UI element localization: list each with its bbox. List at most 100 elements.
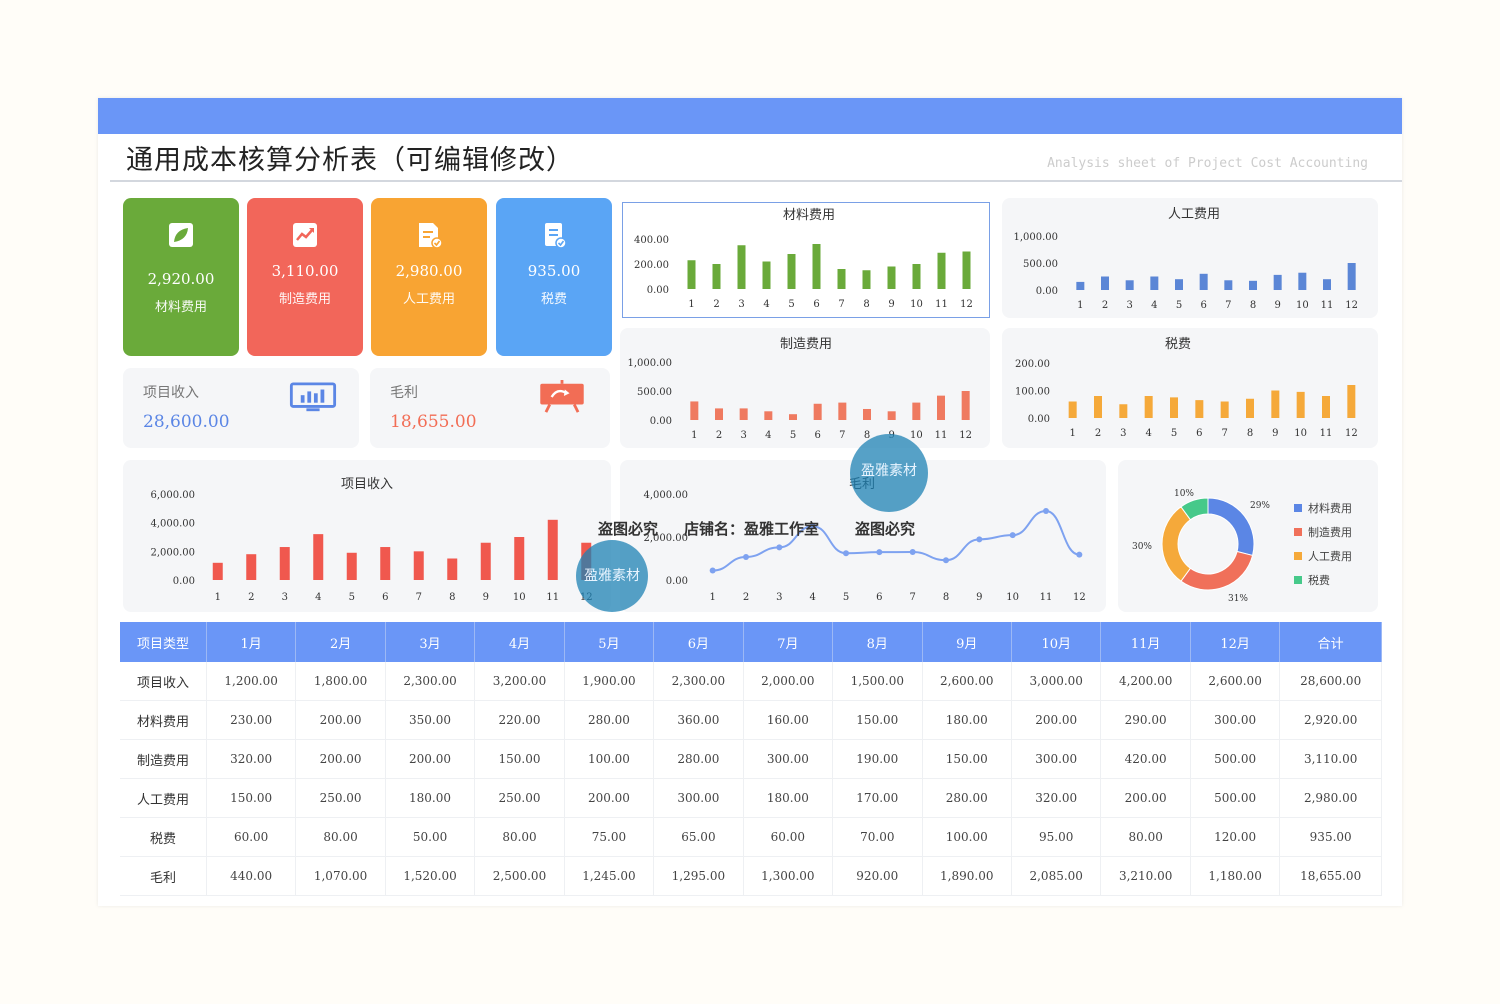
bar bbox=[961, 391, 970, 420]
table-row: 项目收入 1,200.00 1,800.00 2,300.00 3,200.00 1,90… bbox=[120, 662, 1382, 701]
bar bbox=[1076, 281, 1085, 290]
value-cell: 1,300.00 bbox=[743, 856, 834, 896]
value-cell: 4,200.00 bbox=[1100, 662, 1191, 701]
x-tick-label: 12 bbox=[1073, 592, 1086, 603]
value-cell: 300.00 bbox=[1011, 739, 1102, 779]
value-cell: 320.00 bbox=[206, 739, 297, 779]
value-cell: 95.00 bbox=[1011, 817, 1102, 857]
value-cell: 28,600.00 bbox=[1279, 662, 1382, 701]
data-point bbox=[709, 567, 716, 574]
legend-label: 制造费用 bbox=[1308, 525, 1352, 539]
value-cell: 1,500.00 bbox=[832, 662, 923, 701]
bar bbox=[1224, 280, 1233, 290]
value-cell: 150.00 bbox=[474, 739, 565, 779]
card-value: 935.00 bbox=[527, 262, 581, 280]
x-tick-label: 4 bbox=[809, 592, 815, 603]
x-tick-label: 2 bbox=[248, 592, 254, 603]
bar bbox=[762, 261, 771, 289]
column-header: 1月 bbox=[206, 622, 297, 662]
value-cell: 1,900.00 bbox=[564, 662, 655, 701]
x-tick-label: 2 bbox=[713, 299, 719, 310]
bar bbox=[1271, 390, 1280, 418]
pie-slice bbox=[1207, 497, 1255, 557]
x-tick-label: 7 bbox=[416, 592, 422, 603]
data-point bbox=[843, 550, 849, 557]
x-tick-label: 2 bbox=[716, 430, 722, 441]
monthly-data-table: 项目类型 1月 2月 3月 4月 5月 6月 7月 8月 9月 10月 11月 12月 合计 项目收入 1,… bbox=[120, 622, 1382, 896]
row-label-cell: 制造费用 bbox=[120, 739, 207, 779]
bar bbox=[862, 270, 871, 289]
card-tax: 935.00 税费 bbox=[496, 198, 612, 356]
row-label-cell: 毛利 bbox=[120, 856, 207, 896]
bar bbox=[1119, 404, 1128, 418]
value-cell: 1,890.00 bbox=[922, 856, 1012, 896]
chart-title: 制造费用 bbox=[780, 337, 832, 352]
value-cell: 360.00 bbox=[653, 700, 744, 740]
x-tick-label: 12 bbox=[959, 430, 972, 441]
column-header: 9月 bbox=[922, 622, 1012, 662]
watermark-notice: 盗图必究 bbox=[598, 520, 659, 538]
value-cell: 65.00 bbox=[653, 817, 744, 857]
slice-value-label: 30% bbox=[1132, 542, 1152, 552]
x-tick-label: 1 bbox=[709, 592, 715, 603]
value-cell: 1,295.00 bbox=[653, 856, 744, 896]
x-tick-label: 3 bbox=[738, 299, 744, 310]
value-cell: 150.00 bbox=[832, 700, 923, 740]
value-cell: 1,245.00 bbox=[564, 856, 655, 896]
value-cell: 200.00 bbox=[295, 700, 386, 740]
x-tick-label: 12 bbox=[960, 299, 973, 310]
chart-title: 人工费用 bbox=[1168, 207, 1220, 222]
y-tick-label: 4,000.00 bbox=[643, 490, 688, 501]
value-cell: 280.00 bbox=[564, 700, 655, 740]
watermark-seal: 盈雅素材 bbox=[850, 434, 928, 512]
column-header: 项目类型 bbox=[120, 622, 207, 662]
bar bbox=[937, 252, 946, 289]
legend-swatch bbox=[1294, 504, 1302, 512]
x-tick-label: 11 bbox=[935, 299, 948, 310]
value-cell: 935.00 bbox=[1279, 817, 1382, 857]
x-tick-label: 5 bbox=[1171, 428, 1177, 439]
x-tick-label: 11 bbox=[1320, 428, 1333, 439]
card-value: 3,110.00 bbox=[271, 262, 339, 280]
value-cell: 150.00 bbox=[922, 739, 1012, 779]
x-tick-label: 4 bbox=[1151, 300, 1157, 311]
value-cell: 50.00 bbox=[385, 817, 476, 857]
bar bbox=[514, 537, 525, 580]
value-cell: 230.00 bbox=[206, 700, 297, 740]
bar bbox=[764, 411, 773, 420]
dashboard-sheet: 通用成本核算分析表（可编辑修改） Analysis sheet of Proje… bbox=[98, 98, 1402, 906]
value-cell: 200.00 bbox=[1100, 778, 1191, 818]
bar bbox=[737, 245, 746, 289]
invoice-icon bbox=[545, 223, 567, 249]
pie-slice bbox=[1161, 506, 1192, 582]
presentation-board-icon bbox=[540, 380, 584, 413]
column-header: 7月 bbox=[743, 622, 834, 662]
x-tick-label: 12 bbox=[1345, 300, 1358, 311]
bar bbox=[1175, 279, 1183, 290]
bar bbox=[1101, 276, 1109, 290]
y-tick-label: 2,000.00 bbox=[643, 533, 688, 544]
bar bbox=[739, 408, 748, 420]
row-label-cell: 税费 bbox=[120, 817, 207, 857]
bar bbox=[1199, 273, 1208, 290]
y-tick-label: 200.00 bbox=[1015, 359, 1050, 370]
icon-shape bbox=[174, 228, 188, 242]
x-tick-label: 6 bbox=[814, 430, 820, 441]
y-tick-label: 0.00 bbox=[1028, 414, 1050, 425]
x-tick-label: 3 bbox=[1120, 428, 1126, 439]
bar bbox=[887, 266, 896, 289]
x-tick-label: 10 bbox=[1006, 592, 1019, 603]
value-cell: 290.00 bbox=[1100, 700, 1191, 740]
value-cell: 190.00 bbox=[832, 739, 923, 779]
table-row: 制造费用 320.00 200.00 200.00 150.00 100.00 280.00… bbox=[120, 739, 1382, 779]
column-header: 3月 bbox=[385, 622, 476, 662]
column-header: 6月 bbox=[653, 622, 744, 662]
card-label: 材料费用 bbox=[154, 300, 207, 315]
bar bbox=[1094, 396, 1102, 418]
bar bbox=[813, 403, 822, 420]
chart-title: 税费 bbox=[1165, 337, 1191, 352]
page-subtitle: Analysis sheet of Project Cost Accountin… bbox=[1047, 156, 1368, 171]
x-tick-label: 5 bbox=[349, 592, 355, 603]
column-header: 合计 bbox=[1279, 622, 1382, 662]
